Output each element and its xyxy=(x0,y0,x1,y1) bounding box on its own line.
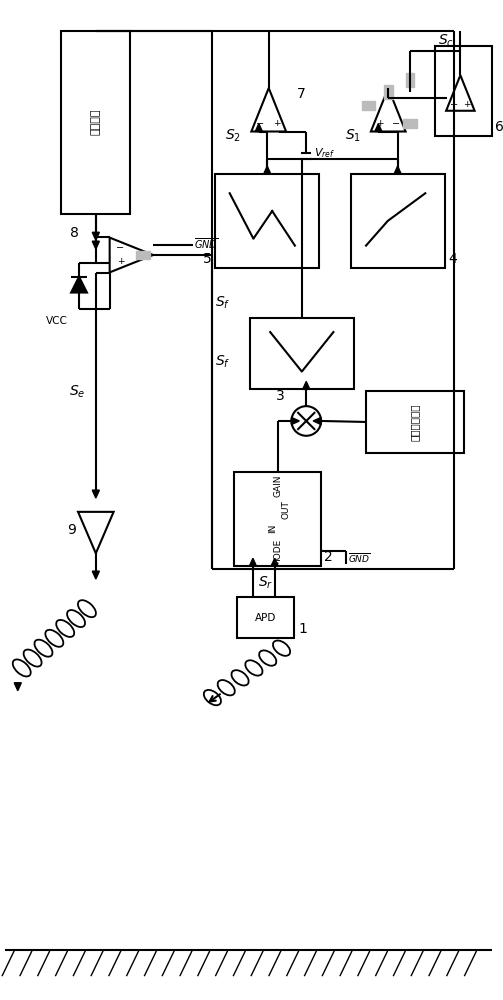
Polygon shape xyxy=(446,75,475,111)
Text: −: − xyxy=(117,243,125,253)
Bar xyxy=(403,119,417,128)
Circle shape xyxy=(291,406,321,436)
Polygon shape xyxy=(92,490,100,498)
Text: $S_c$: $S_c$ xyxy=(438,32,454,49)
Text: $\overline{GND}$: $\overline{GND}$ xyxy=(194,236,218,251)
Bar xyxy=(435,46,492,136)
Bar xyxy=(61,31,130,214)
Text: 1: 1 xyxy=(298,622,307,636)
Text: $S_1$: $S_1$ xyxy=(345,127,361,144)
Bar xyxy=(215,174,319,268)
Text: +: + xyxy=(273,119,281,128)
Text: MODE: MODE xyxy=(273,539,282,566)
Bar xyxy=(384,85,393,99)
Text: IN: IN xyxy=(268,524,277,533)
Text: $S_2$: $S_2$ xyxy=(225,127,241,144)
Text: $S_e$: $S_e$ xyxy=(69,383,85,400)
Text: −: − xyxy=(392,119,400,129)
Text: $S_f$: $S_f$ xyxy=(215,353,231,370)
Text: 正弦信号: 正弦信号 xyxy=(91,109,101,135)
Polygon shape xyxy=(313,417,321,425)
Bar xyxy=(237,597,294,638)
Polygon shape xyxy=(92,232,100,240)
Text: 5: 5 xyxy=(203,252,211,266)
Text: $S_f$: $S_f$ xyxy=(215,294,231,311)
Polygon shape xyxy=(78,512,114,553)
Text: 9: 9 xyxy=(67,523,75,537)
Text: 4: 4 xyxy=(449,252,457,266)
Polygon shape xyxy=(394,166,401,174)
Polygon shape xyxy=(291,417,299,425)
Text: +: + xyxy=(117,257,124,266)
Polygon shape xyxy=(92,571,100,579)
Text: VCC: VCC xyxy=(46,316,68,326)
Bar xyxy=(136,251,150,259)
Text: 6: 6 xyxy=(495,120,503,134)
Polygon shape xyxy=(271,558,278,566)
Bar xyxy=(362,101,375,110)
Text: −: − xyxy=(257,119,265,129)
Text: 3: 3 xyxy=(276,389,285,403)
Polygon shape xyxy=(110,238,153,272)
Polygon shape xyxy=(371,88,405,132)
Text: $V_{ref}$: $V_{ref}$ xyxy=(314,146,336,160)
Bar xyxy=(234,472,321,566)
Text: $\overline{GND}$: $\overline{GND}$ xyxy=(348,551,370,565)
Bar xyxy=(366,391,464,453)
Text: 2: 2 xyxy=(324,550,333,564)
Text: OUT: OUT xyxy=(281,500,290,519)
Text: +: + xyxy=(463,100,471,109)
Polygon shape xyxy=(264,166,271,174)
Text: −: − xyxy=(450,100,458,110)
Text: +: + xyxy=(376,119,384,128)
Bar xyxy=(250,318,354,389)
Text: $S_r$: $S_r$ xyxy=(258,574,274,591)
Text: 8: 8 xyxy=(69,226,78,240)
Polygon shape xyxy=(92,241,100,249)
Polygon shape xyxy=(303,381,310,389)
Text: 7: 7 xyxy=(296,87,305,101)
Polygon shape xyxy=(375,124,382,132)
Bar xyxy=(351,174,445,268)
Text: 本地振荡电路: 本地振荡电路 xyxy=(410,403,420,441)
Polygon shape xyxy=(256,124,263,132)
Polygon shape xyxy=(14,683,21,691)
Text: GAIN: GAIN xyxy=(273,475,282,497)
Polygon shape xyxy=(252,88,286,132)
Bar xyxy=(405,73,414,87)
Polygon shape xyxy=(249,558,257,566)
Polygon shape xyxy=(71,277,87,293)
Text: APD: APD xyxy=(255,613,277,623)
